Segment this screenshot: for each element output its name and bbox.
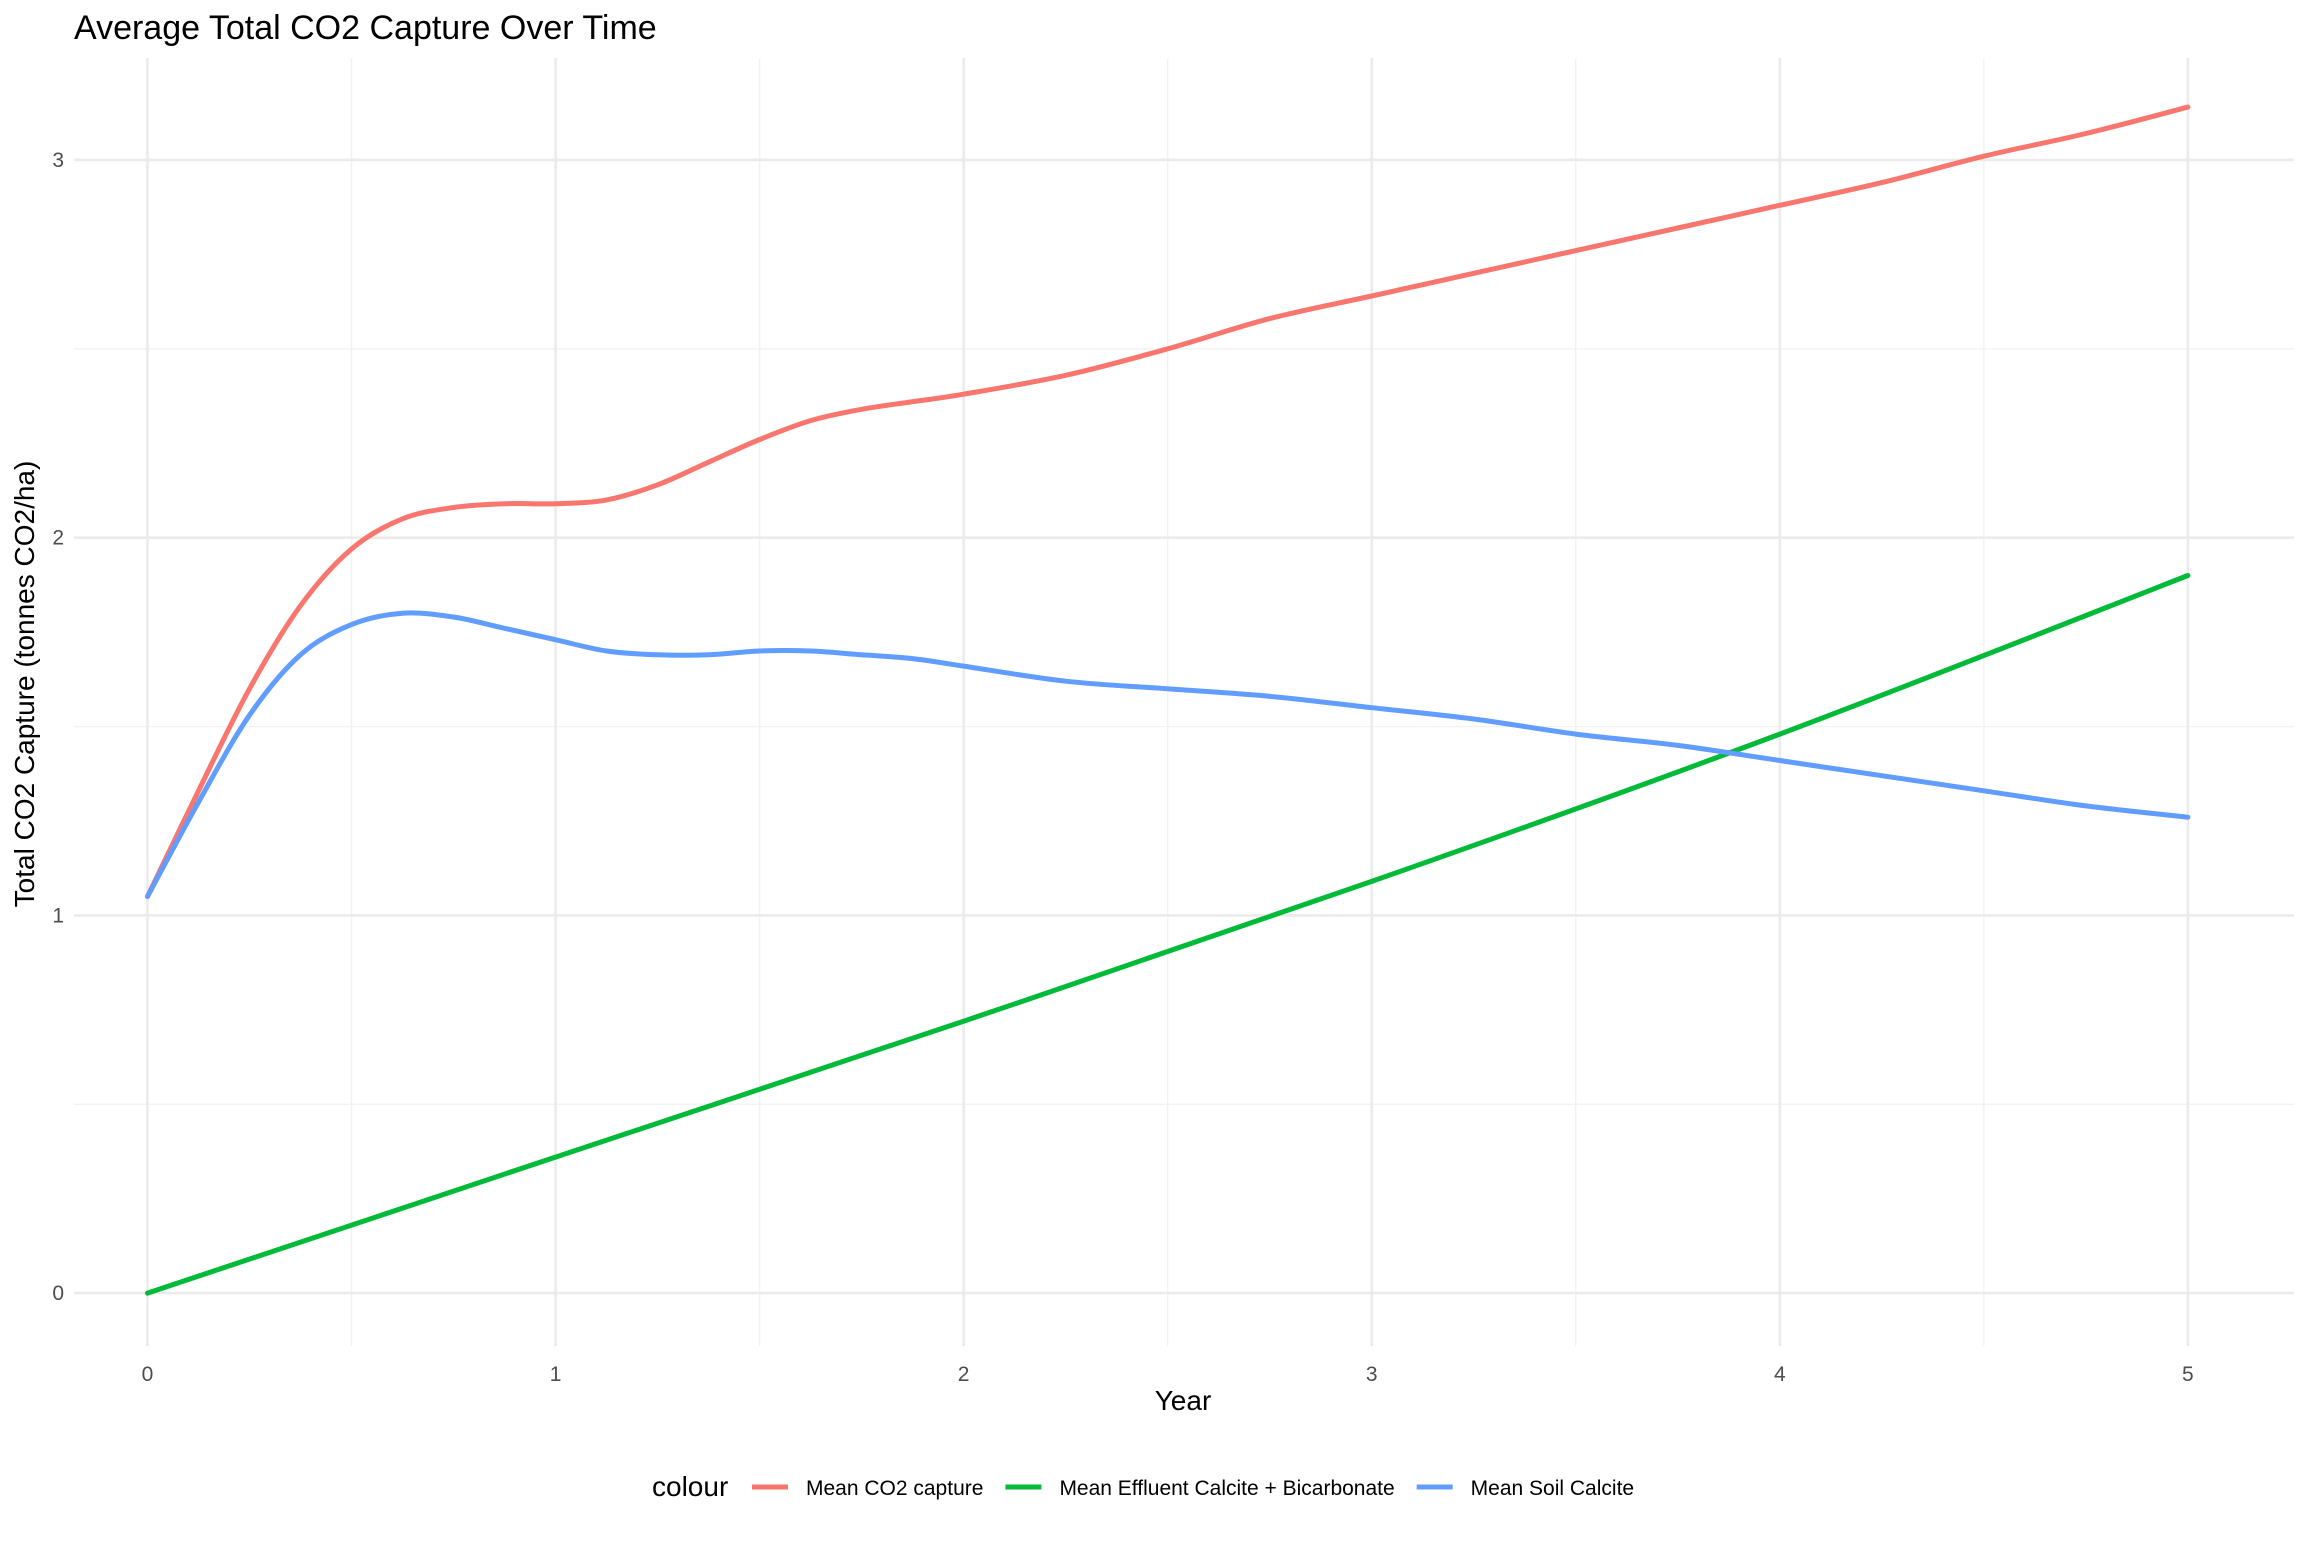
legend-label-mean-soil-calcite: Mean Soil Calcite (1471, 1477, 1634, 1500)
y-tick-label: 1 (52, 904, 64, 927)
legend-label-mean-co2-capture: Mean CO2 capture (806, 1477, 983, 1500)
grid-layer (74, 58, 2294, 1346)
x-tick-label: 0 (142, 1363, 154, 1386)
x-tick-label: 5 (2182, 1363, 2194, 1386)
y-axis-title: Total CO2 Capture (tonnes CO2/ha) (9, 461, 40, 908)
legend-label-mean-effluent-calcite-bicarbonate: Mean Effluent Calcite + Bicarbonate (1059, 1477, 1394, 1500)
y-tick-label: 0 (52, 1282, 64, 1305)
tick-layer: 0 1 2 3 4 5 0 1 2 3 (52, 149, 2193, 1386)
x-axis-title: Year (1155, 1385, 1212, 1416)
x-tick-label: 3 (1366, 1363, 1378, 1386)
y-tick-label: 2 (52, 527, 64, 550)
series-line-mean-effluent-calcite-bicarbonate (145, 573, 2191, 1296)
legend-title: colour (652, 1471, 728, 1502)
series-line-mean-co2-capture (145, 104, 2191, 899)
legend: colour Mean CO2 capture Mean Effluent Cal… (652, 1471, 1634, 1502)
series-layer (145, 104, 2191, 1296)
series-line-mean-soil-calcite (145, 610, 2191, 899)
x-tick-label: 4 (1774, 1363, 1786, 1386)
chart-title: Average Total CO2 Capture Over Time (74, 9, 657, 47)
y-tick-label: 3 (52, 149, 64, 172)
x-tick-label: 1 (550, 1363, 562, 1386)
x-tick-label: 2 (958, 1363, 970, 1386)
